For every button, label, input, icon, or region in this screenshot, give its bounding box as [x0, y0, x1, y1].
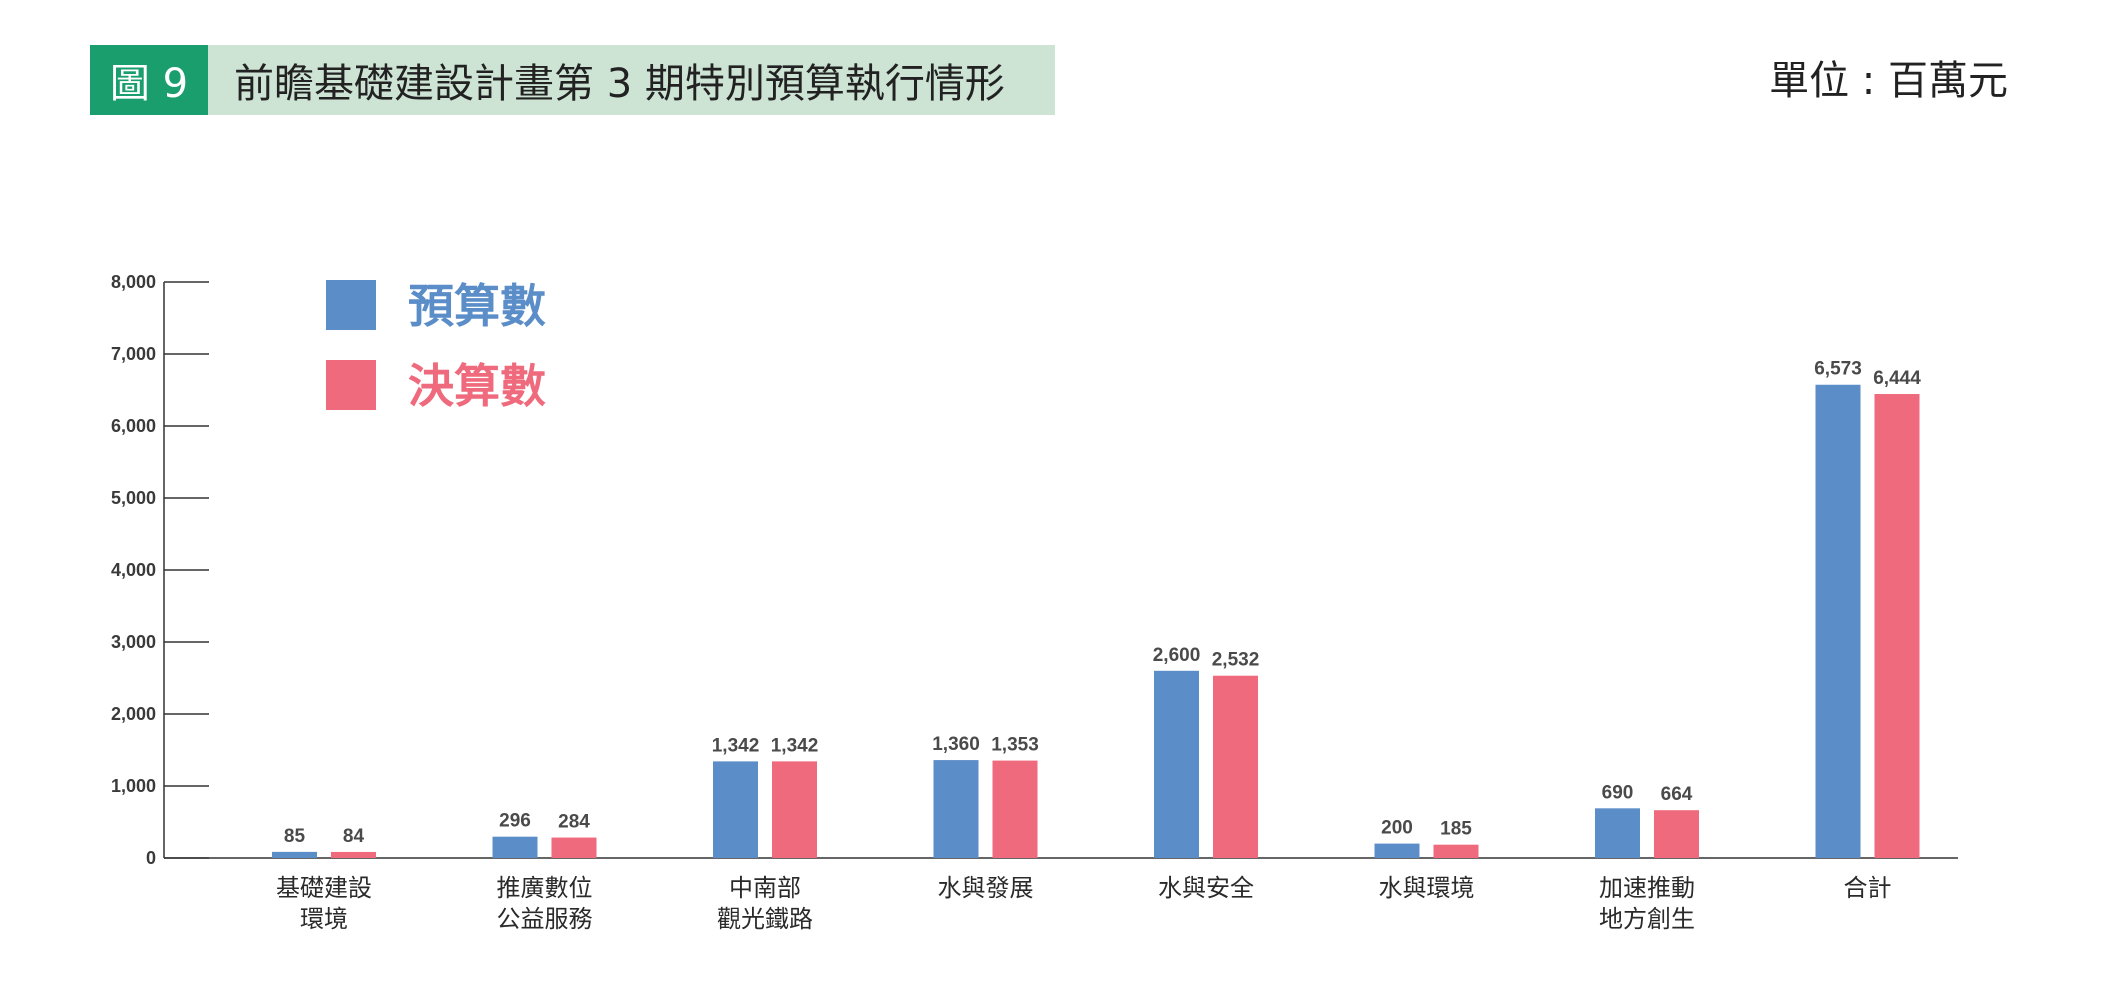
data-label: 1,342: [712, 735, 760, 756]
bar-final: [1874, 394, 1920, 858]
category-label: 中南部: [729, 874, 801, 902]
category-label: 公益服務: [497, 905, 593, 933]
data-label: 2,600: [1153, 645, 1201, 666]
y-tick-label: 1,000: [111, 776, 156, 796]
bar-final: [1213, 675, 1258, 858]
y-tick-label: 4,000: [111, 560, 156, 580]
data-label: 6,573: [1814, 359, 1862, 380]
bar-final: [551, 837, 597, 858]
y-tick-label: 8,000: [111, 272, 156, 292]
bar-budget: [713, 761, 758, 858]
category-label: 加速推動: [1599, 874, 1695, 902]
data-label: 84: [343, 826, 365, 847]
figure-title-bar: 圖 9 前瞻基礎建設計畫第 3 期特別預算執行情形: [90, 45, 1055, 115]
y-tick-label: 7,000: [111, 344, 156, 364]
legend-swatch: [326, 360, 376, 410]
bar-budget: [933, 760, 979, 858]
bar-final: [331, 851, 376, 858]
bar-budget: [1815, 384, 1861, 858]
category-label: 觀光鐵路: [717, 905, 813, 933]
bar-final: [1654, 810, 1699, 858]
unit-label: 單位 : 百萬元: [1769, 58, 2008, 104]
bar-budget: [1595, 808, 1640, 858]
data-label: 690: [1602, 782, 1634, 803]
bar-budget: [272, 851, 317, 858]
category-label: 水與發展: [938, 874, 1034, 902]
data-label: 1,342: [771, 735, 819, 756]
figure-number: 圖 9: [90, 45, 208, 115]
bar-budget: [492, 836, 538, 858]
category-label: 合計: [1844, 874, 1892, 902]
data-label: 1,360: [932, 734, 980, 755]
category-label: 地方創生: [1599, 905, 1695, 933]
category-label: 水與環境: [1379, 874, 1475, 902]
y-tick-label: 6,000: [111, 416, 156, 436]
data-label: 284: [558, 812, 590, 833]
legend-swatch: [326, 280, 376, 330]
category-label: 環境: [300, 905, 348, 933]
y-tick-label: 2,000: [111, 704, 156, 724]
legend-label: 決算數: [408, 359, 546, 413]
data-label: 6,444: [1873, 368, 1921, 389]
y-tick-label: 3,000: [111, 632, 156, 652]
data-label: 85: [284, 826, 306, 847]
bar-final: [772, 761, 817, 858]
y-tick-label: 0: [146, 848, 156, 868]
legend-label: 預算數: [408, 279, 546, 333]
figure-title: 前瞻基礎建設計畫第 3 期特別預算執行情形: [208, 45, 1055, 115]
data-label: 200: [1381, 818, 1413, 839]
data-label: 296: [499, 811, 531, 832]
data-label: 185: [1440, 819, 1472, 840]
data-label: 2,532: [1212, 650, 1260, 671]
category-label: 水與安全: [1158, 874, 1254, 902]
category-label: 推廣數位: [497, 874, 593, 902]
bar-budget: [1374, 843, 1420, 858]
data-label: 1,353: [991, 735, 1039, 756]
bar-final: [1433, 844, 1479, 858]
y-tick-label: 5,000: [111, 488, 156, 508]
bar-final: [992, 760, 1038, 858]
bar-budget: [1154, 670, 1199, 858]
data-label: 664: [1661, 784, 1693, 805]
category-label: 基礎建設: [276, 874, 372, 902]
